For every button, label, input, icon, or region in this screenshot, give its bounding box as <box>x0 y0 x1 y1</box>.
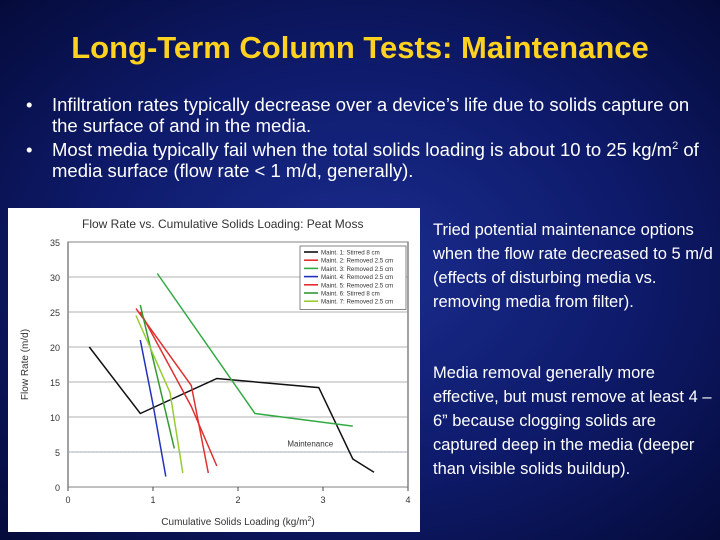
bullet-text-continued: of media surface (flow rate < 1 m/d, gen… <box>52 139 699 181</box>
legend-entry: Maint. 3: Removed 2.5 cm <box>321 266 393 273</box>
series-line-1 <box>88 346 375 473</box>
bullet-dot-icon: • <box>26 139 33 160</box>
series-line-4 <box>139 339 167 477</box>
y-tick-label: 15 <box>50 378 60 388</box>
bullet-dot-icon: • <box>26 94 33 115</box>
series-line-2 <box>135 308 210 474</box>
legend-entry: Maint. 5: Removed 2.5 cm <box>321 282 393 289</box>
chart-title: Flow Rate vs. Cumulative Solids Loading:… <box>82 217 363 231</box>
series-line-5 <box>139 311 218 467</box>
x-axis-label: Cumulative Solids Loading (kg/m2) <box>161 516 314 528</box>
bullet-item: • Most media typically fail when the tot… <box>26 139 706 181</box>
x-axis-label-superscript: 2 <box>307 516 311 523</box>
bullet-text: Most media typically fail when the total… <box>52 139 673 160</box>
x-axis-label-text: Cumulative Solids Loading (kg/m <box>161 517 307 528</box>
x-tick-label: 4 <box>405 495 410 505</box>
bullet-text: Infiltration rates typically decrease ov… <box>52 94 690 136</box>
legend-entry: Maint. 7: Removed 2.5 cm <box>321 299 393 306</box>
x-tick-label: 3 <box>320 495 325 505</box>
bullet-list: • Infiltration rates typically decrease … <box>26 94 706 184</box>
y-tick-label: 30 <box>50 273 60 283</box>
series-line-6 <box>139 304 176 449</box>
bullet-superscript: 2 <box>672 139 679 152</box>
x-tick-label: 2 <box>235 495 240 505</box>
y-axis-label: Flow Rate (m/d) <box>20 329 31 400</box>
y-tick-label: 20 <box>50 343 60 353</box>
y-tick-label: 5 <box>55 448 60 458</box>
bullet-item: • Infiltration rates typically decrease … <box>26 94 706 136</box>
side-paragraph-maintenance: Tried potential maintenance options when… <box>433 221 713 311</box>
y-tick-label: 0 <box>55 483 60 493</box>
series-line-3 <box>156 273 353 427</box>
y-tick-label: 35 <box>50 238 60 248</box>
legend-entry: Maint. 1: Stirred 8 cm <box>321 250 380 257</box>
slide-title: Long-Term Column Tests: Maintenance <box>71 30 649 65</box>
legend-box <box>299 245 407 310</box>
y-tick-label: 10 <box>50 413 60 423</box>
x-tick-label: 1 <box>150 495 155 505</box>
legend-entry: Maint. 2: Removed 2.5 cm <box>321 258 393 265</box>
legend-entry: Maint. 6: Stirred 8 cm <box>321 291 380 298</box>
x-axis-label-close: ) <box>311 517 314 528</box>
side-paragraph-removal: Media removal generally more effective, … <box>433 364 712 478</box>
x-tick-label: 0 <box>65 495 70 505</box>
chart-panel: 0 5 10 15 20 25 30 35 0 1 2 3 4 Flow Rate vs. Cumulat… <box>8 208 420 532</box>
maintenance-annotation: Maintenance <box>287 439 333 448</box>
flow-rate-chart: 0 5 10 15 20 25 30 35 0 1 2 3 4 Flow Rate vs. Cumulat… <box>20 217 411 528</box>
y-tick-label: 25 <box>50 308 60 318</box>
series-line-7 <box>135 315 184 474</box>
legend-entry: Maint. 4: Removed 2.5 cm <box>321 274 393 281</box>
